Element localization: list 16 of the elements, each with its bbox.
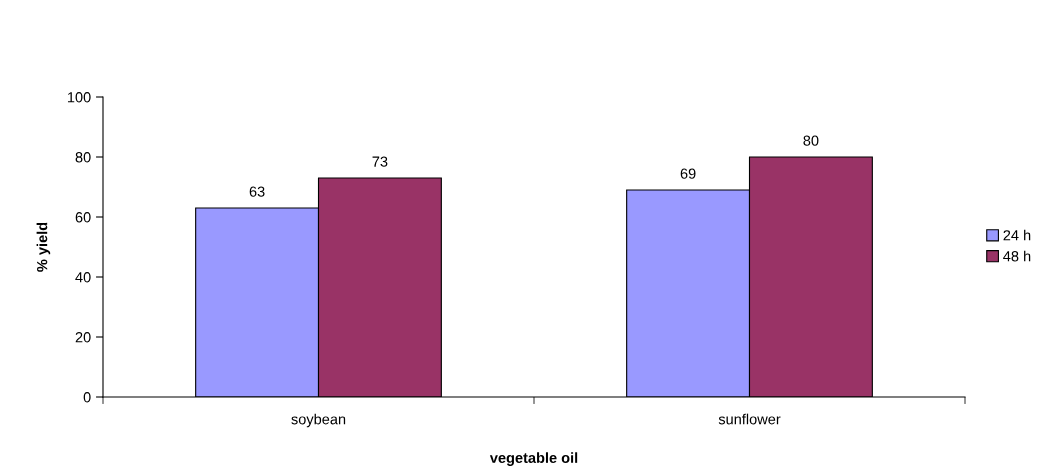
y-tick-label: 60 [75,212,91,223]
y-tick-label: 0 [83,392,91,403]
legend-label: 24 h [1003,229,1031,241]
data-label: 63 [249,186,265,197]
x-tick-label: sunflower [718,413,781,425]
data-label: 73 [372,156,388,167]
legend-label: 48 h [1003,250,1031,262]
y-tick-label: 40 [75,272,91,283]
y-tick-label: 20 [75,332,91,343]
x-tick-label: soybean [291,413,346,428]
x-axis-title: vegetable oil [489,452,578,466]
data-label: 80 [803,135,819,146]
data-label: 69 [680,168,696,179]
y-tick-label: 80 [75,152,91,163]
y-tick-label: 100 [67,92,91,103]
y-axis-title: % yield [36,222,51,272]
